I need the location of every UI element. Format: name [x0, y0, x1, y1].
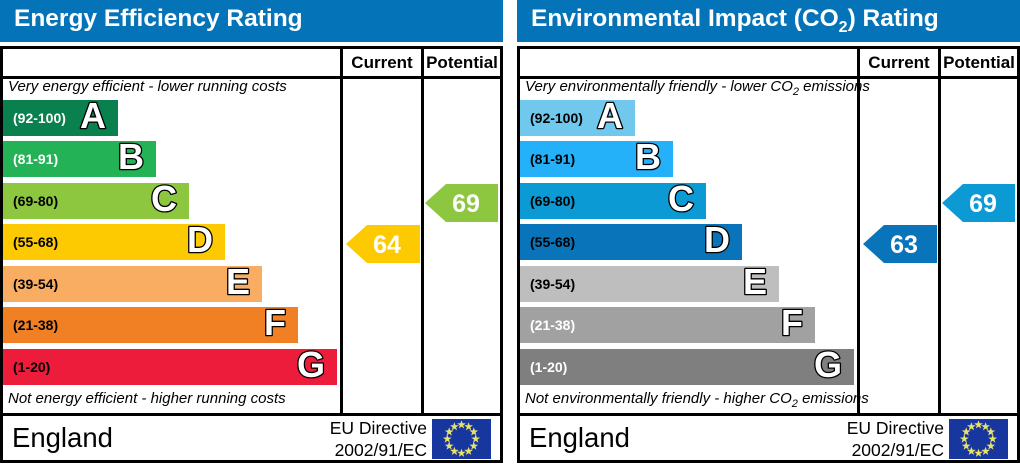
svg-text:A: A	[80, 98, 106, 136]
svg-text:63: 63	[890, 231, 918, 259]
svg-text:B: B	[635, 139, 661, 177]
svg-text:E: E	[743, 264, 767, 302]
svg-text:G: G	[297, 347, 325, 385]
svg-text:C: C	[151, 181, 177, 219]
svg-text:D: D	[704, 222, 730, 260]
svg-text:D: D	[187, 222, 213, 260]
svg-text:64: 64	[373, 231, 401, 259]
svg-text:F: F	[264, 305, 286, 343]
svg-text:69: 69	[969, 190, 997, 218]
svg-text:C: C	[668, 181, 694, 219]
svg-text:F: F	[781, 305, 803, 343]
svg-text:G: G	[814, 347, 842, 385]
svg-text:A: A	[597, 98, 623, 136]
svg-text:69: 69	[452, 190, 480, 218]
svg-text:E: E	[226, 264, 250, 302]
svg-text:B: B	[118, 139, 144, 177]
